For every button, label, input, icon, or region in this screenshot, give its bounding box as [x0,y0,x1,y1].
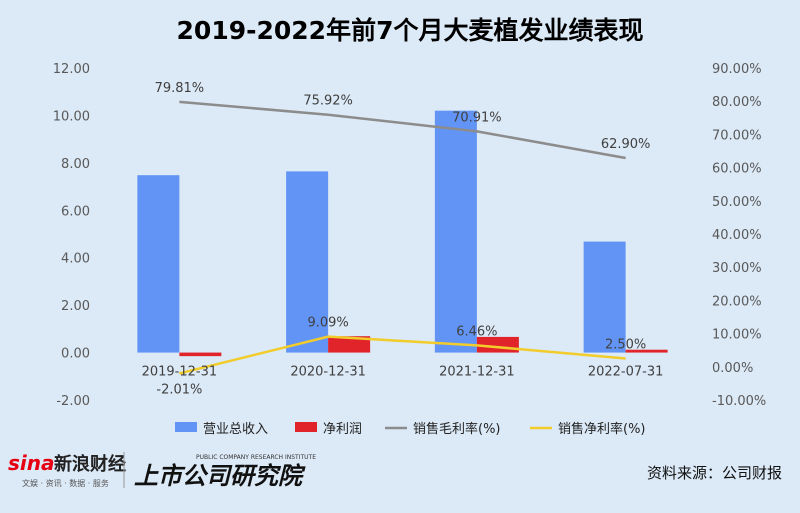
gross-margin-data-label: 79.81% [155,81,205,96]
gross-margin-data-label: 75.92% [303,94,353,109]
left-axis-tick-label: 4.00 [61,252,90,267]
left-axis-tick-label: 12.00 [53,62,90,77]
net-margin-data-label: 2.50% [605,338,646,353]
right-axis-tick-label: 0.00% [712,361,753,376]
bar-revenue [286,171,329,353]
left-axis-tick-label: 2.00 [61,299,90,314]
chart-title: 2019-2022年前7个月大麦植发业绩表现 [177,16,644,45]
gross-margin-line [179,100,626,160]
right-axis-tick-label: -10.00% [712,394,766,409]
left-axis-tick-label: 10.00 [53,109,90,124]
net-margin-line [179,335,626,375]
legend-swatch [175,422,197,432]
net-margin-data-label: -2.01% [156,382,202,397]
category-label: 2022-07-31 [588,365,664,380]
right-axis-tick-label: 90.00% [712,62,762,77]
legend-label: 净利润 [323,422,362,437]
category-label: 2020-12-31 [290,365,366,380]
left-axis-tick-label: 0.00 [61,347,90,362]
category-label: 2021-12-31 [439,365,515,380]
right-axis-tick-label: 10.00% [712,328,762,343]
legend-label: 销售毛利率(%) [413,421,501,437]
left-axis-tick-label: 8.00 [61,157,90,172]
bar-revenue [434,110,477,353]
gross-margin-data-label: 62.90% [601,137,651,152]
bar-revenue [583,241,626,353]
right-axis-tick-label: 70.00% [712,128,762,143]
sina-finance-logo: sina 新浪财经 文娱 · 资讯 · 数据 · 服务 [8,451,126,488]
left-axis-tick-label: -2.00 [56,394,90,409]
category-label: 2019-12-31 [142,365,218,380]
gross-margin-data-label: 70.91% [452,110,502,125]
legend-label: 销售净利率(%) [558,421,646,437]
right-axis-tick-label: 20.00% [712,294,762,309]
bar-net-profit [179,352,222,357]
source-note: 资料来源：公司财报 [647,464,782,482]
right-axis-tick-label: 40.00% [712,228,762,243]
bar-revenue [137,175,180,353]
sina-logo-text: sina [8,451,55,475]
sina-finance-name: 新浪财经 [54,453,126,475]
net-margin-data-label: 6.46% [456,324,497,339]
institute-en-text: PUBLIC COMPANY RESEARCH INSTITUTE [196,454,316,461]
sina-finance-subtitle: 文娱 · 资讯 · 数据 · 服务 [22,478,109,488]
legend-swatch [295,422,317,432]
right-axis-tick-label: 80.00% [712,95,762,110]
institute-logo: PUBLIC COMPANY RESEARCH INSTITUTE 上市公司研究… [134,454,316,490]
right-axis-tick-label: 60.00% [712,162,762,177]
left-axis-tick-label: 6.00 [61,204,90,219]
institute-name: 上市公司研究院 [134,462,306,490]
legend-label: 营业总收入 [203,422,268,437]
bar-net-profit [625,349,668,353]
net-margin-data-label: 9.09% [307,316,348,331]
right-axis-tick-label: 50.00% [712,195,762,210]
bar-net-profit [328,336,371,353]
right-axis-tick-label: 30.00% [712,261,762,276]
